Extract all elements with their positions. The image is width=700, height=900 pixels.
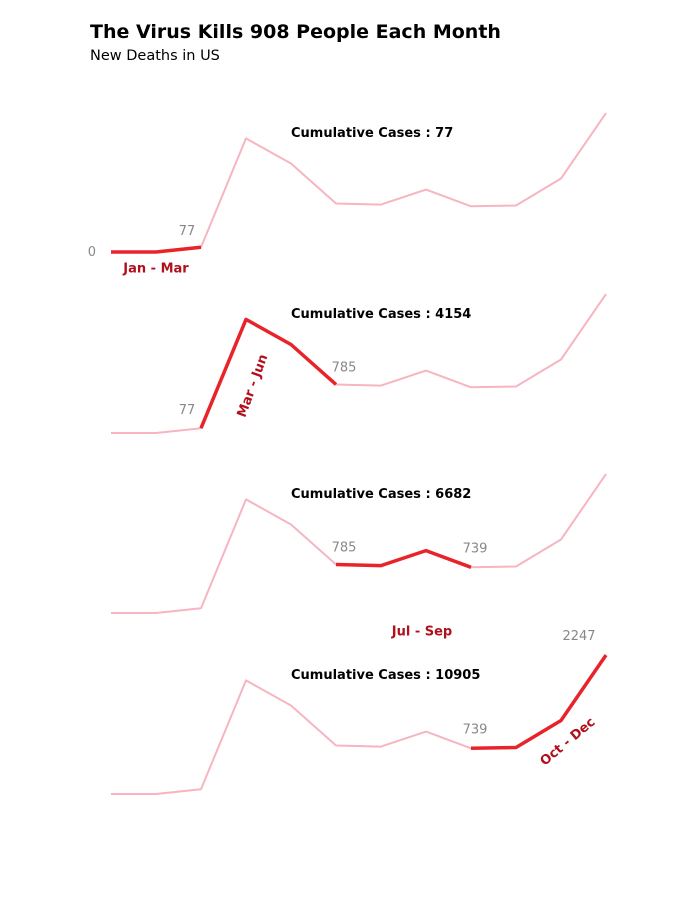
cumulative-cases-label: Cumulative Cases : 6682 [291,487,471,502]
panel-4: Cumulative Cases : 10905 739 2247 Oct - Dec [111,629,608,795]
highlight-series-line [111,245,202,254]
value-label: 785 [332,361,357,376]
value-label: 785 [332,541,357,556]
panel-2: Cumulative Cases : 4154 77 785 Mar - Jun [111,293,607,434]
value-label: 739 [463,541,488,556]
value-label: 2247 [562,629,595,644]
value-label: 0 [88,245,96,260]
value-label: 739 [463,722,488,737]
chart-title: The Virus Kills 908 People Each Month [90,21,501,43]
chart-subtitle: New Deaths in US [90,48,220,64]
highlight-series-line [335,548,472,569]
panel-3: Cumulative Cases : 6682 785 739 Jul - Sep [111,473,607,640]
period-label: Mar - Jun [235,352,272,419]
value-label: 77 [179,224,196,239]
value-label: 77 [179,403,196,418]
panel-1: Cumulative Cases : 77 0 77 Jan - Mar [88,112,607,277]
period-label: Jan - Mar [122,262,189,277]
period-label: Oct - Dec [538,715,599,769]
cumulative-cases-label: Cumulative Cases : 77 [291,126,453,141]
highlight-series-line [470,654,608,751]
highlight-series-line [199,317,338,429]
cumulative-cases-label: Cumulative Cases : 10905 [291,668,480,683]
period-label: Jul - Sep [391,625,452,640]
cumulative-cases-label: Cumulative Cases : 4154 [291,307,471,322]
context-series-line [111,293,607,434]
